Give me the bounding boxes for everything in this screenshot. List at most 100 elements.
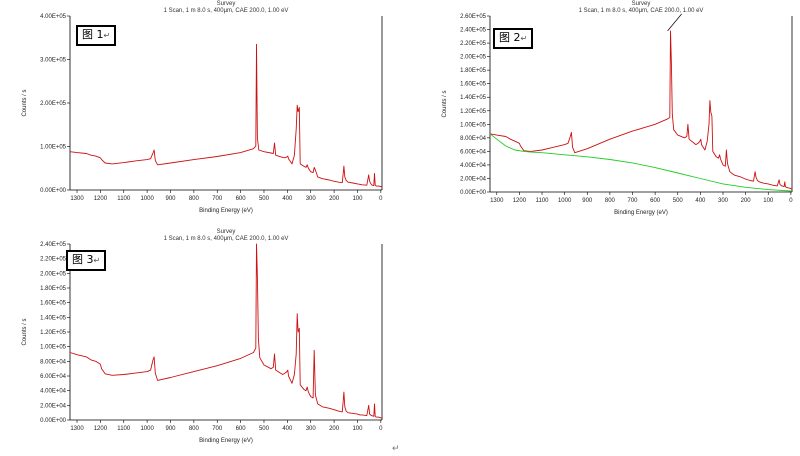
paragraph-return-mark: ↵ (392, 443, 400, 453)
chart-3-y-tick-label: 4.00E+04 (40, 389, 67, 395)
chart-1-y-tick-label: 0.00E+00 (40, 188, 67, 194)
chart-1-x-tick-label: 1300 (70, 196, 84, 202)
chart-3-x-tick-label: 200 (329, 426, 340, 432)
chart-2-y-tick-label: 6.00E+04 (460, 149, 487, 155)
chart-3-x-tick-label: 100 (352, 426, 363, 432)
chart-2-y-tick-label: 1.20E+05 (460, 109, 487, 115)
chart-1-x-tick-label: 400 (282, 196, 293, 202)
chart-2-title: Survey (632, 1, 651, 7)
chart-1-y-axis-label: Counts / s (22, 89, 28, 116)
chart-2-y-tick-label: 2.00E+05 (460, 55, 487, 61)
chart-3-y-tick-label: 2.20E+05 (40, 257, 67, 263)
chart-3-y-tick-label: 2.00E+05 (40, 271, 67, 277)
chart-2-y-tick-label: 1.60E+05 (460, 82, 487, 88)
chart-3-x-tick-label: 1200 (94, 426, 108, 432)
chart-2-x-axis-label: Binding Energy (eV) (614, 210, 668, 216)
chart-3-x-tick-label: 600 (236, 426, 247, 432)
chart-2-label: 图 2 (499, 31, 521, 44)
chart-1-label: 图 1 (82, 28, 104, 41)
chart-3-title: Survey (217, 229, 236, 235)
chart-3-label-badge: 图 3↵ (66, 250, 107, 271)
chart-2-y-tick-label: 0.00E+00 (460, 190, 487, 196)
chart-1-y-tick-label: 3.00E+05 (40, 58, 67, 64)
chart-1-x-tick-label: 100 (352, 196, 363, 202)
chart-3-x-tick-label: 800 (189, 426, 200, 432)
chart-3-x-tick-label: 700 (212, 426, 223, 432)
chart-3-x-tick-label: 300 (306, 426, 317, 432)
chart-2-y-tick-label: 4.00E+04 (460, 163, 487, 169)
chart-3-subtitle: 1 Scan, 1 m 8.0 s, 400μm, CAE 200.0, 1.0… (164, 236, 289, 242)
chart-2-y-tick-label: 2.20E+05 (460, 41, 487, 47)
chart-1-y-tick-label: 4.00E+05 (40, 14, 67, 20)
chart-1-y-tick-label: 1.00E+05 (40, 145, 67, 151)
chart-2-series-1-line (489, 30, 793, 190)
chart-3-y-tick-label: 1.40E+05 (40, 315, 67, 321)
chart-2-peak-annotation-line (667, 13, 682, 32)
chart-1-x-tick-label: 0 (379, 196, 383, 202)
chart-2-x-tick-label: 1200 (513, 198, 527, 204)
chart-3-x-axis-label: Binding Energy (eV) (199, 438, 253, 444)
chart-1-subtitle: 1 Scan, 1 m 8.0 s, 400μm, CAE 200.0, 1.0… (164, 8, 289, 14)
chart-3-x-tick-label: 900 (165, 426, 176, 432)
chart-1-series-1-line (69, 43, 383, 188)
chart-3-y-tick-label: 2.00E+04 (40, 403, 67, 409)
chart-2-y-tick-label: 1.40E+05 (460, 95, 487, 101)
chart-2-y-tick-label: 8.00E+04 (460, 136, 487, 142)
chart-panel-2: Survey 1 Scan, 1 m 8.0 s, 400μm, CAE 200.… (420, 0, 800, 225)
chart-3-series-1-line (69, 243, 383, 419)
chart-2-x-tick-label: 100 (763, 198, 774, 204)
chart-1-x-tick-label: 1200 (94, 196, 108, 202)
chart-panel-1: Survey 1 Scan, 1 m 8.0 s, 400μm, CAE 200.… (0, 0, 400, 225)
chart-2-y-tick-label: 2.60E+05 (460, 14, 487, 20)
chart-3-y-tick-label: 1.80E+05 (40, 286, 67, 292)
chart-panel-3: Survey 1 Scan, 1 m 8.0 s, 400μm, CAE 200.… (0, 224, 400, 456)
chart-2-x-tick-label: 1300 (490, 198, 504, 204)
chart-1-x-tick-label: 900 (165, 196, 176, 202)
chart-2-x-tick-label: 200 (741, 198, 752, 204)
chart-1-title: Survey (217, 1, 236, 7)
chart-2-x-tick-label: 900 (582, 198, 593, 204)
chart-3-x-tick-label: 1100 (117, 426, 131, 432)
chart-2-y-tick-label: 2.40E+05 (460, 28, 487, 34)
chart-1-x-tick-label: 700 (212, 196, 223, 202)
chart-1-x-tick-label: 1100 (117, 196, 131, 202)
chart-2-return-mark: ↵ (520, 34, 528, 43)
chart-2-subtitle: 1 Scan, 1 m 8.0 s, 400μm, CAE 200.0, 1.0… (579, 8, 704, 14)
chart-1-return-mark: ↵ (103, 31, 111, 40)
chart-2-x-tick-label: 600 (650, 198, 661, 204)
chart-3-y-tick-label: 1.00E+05 (40, 345, 67, 351)
chart-1-x-tick-label: 600 (236, 196, 247, 202)
chart-2-x-tick-label: 800 (605, 198, 616, 204)
chart-2-x-tick-label: 0 (789, 198, 793, 204)
chart-1-label-badge: 图 1↵ (76, 25, 117, 46)
chart-1-y-tick-label: 2.00E+05 (40, 101, 67, 107)
chart-3-x-tick-label: 0 (379, 426, 383, 432)
chart-2-y-tick-label: 1.80E+05 (460, 68, 487, 74)
chart-1-x-tick-label: 200 (329, 196, 340, 202)
chart-3-y-tick-label: 6.00E+04 (40, 374, 67, 380)
chart-1-x-tick-label: 300 (306, 196, 317, 202)
chart-2-label-badge: 图 2↵ (493, 28, 534, 49)
chart-2-x-tick-label: 1100 (536, 198, 550, 204)
chart-3-y-axis-label: Counts / s (22, 318, 28, 345)
chart-1-x-tick-label: 1000 (140, 196, 154, 202)
chart-1-x-axis-label: Binding Energy (eV) (199, 208, 253, 214)
chart-3-x-tick-label: 500 (259, 426, 270, 432)
chart-1-x-tick-label: 500 (259, 196, 270, 202)
chart-2-y-axis-label: Counts / s (442, 90, 448, 117)
chart-2-x-tick-label: 500 (673, 198, 684, 204)
chart-3-return-mark: ↵ (93, 256, 101, 265)
chart-3-label: 图 3 (72, 253, 94, 266)
chart-2-x-tick-label: 700 (628, 198, 639, 204)
chart-2-x-tick-label: 300 (718, 198, 729, 204)
chart-3-x-tick-label: 1000 (140, 426, 154, 432)
chart-3-y-tick-label: 1.20E+05 (40, 330, 67, 336)
chart-1-x-tick-label: 800 (189, 196, 200, 202)
chart-2-series-2-line (489, 133, 793, 192)
chart-3-y-tick-label: 2.40E+05 (40, 242, 67, 248)
chart-3-y-tick-label: 1.60E+05 (40, 301, 67, 307)
chart-3-y-tick-label: 0.00E+00 (40, 418, 67, 424)
